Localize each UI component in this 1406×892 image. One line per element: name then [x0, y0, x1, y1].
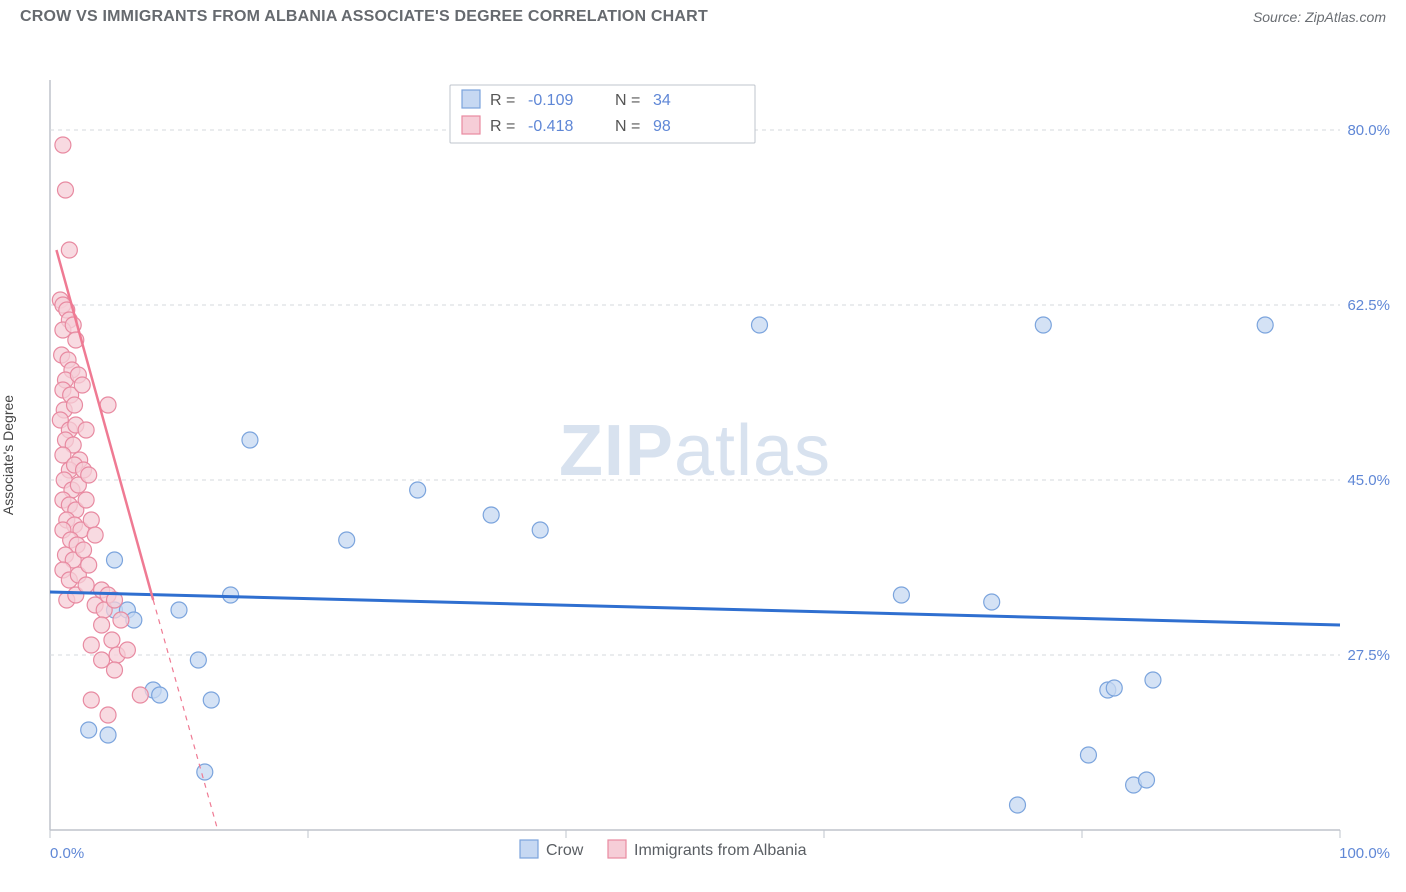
bottom-legend-swatch: [608, 840, 626, 858]
scatter-point-albania: [81, 557, 97, 573]
scatter-point-albania: [83, 692, 99, 708]
scatter-point-crow: [203, 692, 219, 708]
scatter-point-albania: [67, 397, 83, 413]
legend-swatch: [462, 116, 480, 134]
scatter-point-albania: [119, 642, 135, 658]
chart-title: CROW VS IMMIGRANTS FROM ALBANIA ASSOCIAT…: [20, 8, 708, 26]
legend-r-value: -0.418: [528, 118, 573, 135]
scatter-point-crow: [1257, 317, 1273, 333]
trend-line-crow: [50, 592, 1340, 625]
scatter-point-albania: [78, 422, 94, 438]
scatter-point-crow: [1139, 772, 1155, 788]
bottom-legend-label: Immigrants from Albania: [634, 842, 807, 859]
trend-line-albania-dashed: [153, 600, 218, 830]
legend-r-label: R =: [490, 92, 515, 109]
scatter-point-albania: [104, 632, 120, 648]
legend-n-label: N =: [615, 92, 640, 109]
watermark: ZIPatlas: [559, 411, 831, 491]
bottom-legend-label: Crow: [546, 842, 584, 859]
scatter-point-crow: [752, 317, 768, 333]
scatter-point-albania: [55, 137, 71, 153]
scatter-point-crow: [81, 722, 97, 738]
scatter-point-albania: [76, 542, 92, 558]
legend-n-value: 98: [653, 118, 671, 135]
y-axis-label: Associate's Degree: [0, 395, 16, 515]
scatter-point-crow: [339, 532, 355, 548]
scatter-point-albania: [87, 527, 103, 543]
scatter-point-crow: [107, 552, 123, 568]
y-tick-label: 27.5%: [1347, 647, 1390, 664]
scatter-point-albania: [61, 242, 77, 258]
scatter-point-crow: [410, 482, 426, 498]
scatter-point-albania: [78, 577, 94, 593]
scatter-point-crow: [171, 602, 187, 618]
scatter-point-crow: [190, 652, 206, 668]
legend-n-value: 34: [653, 92, 671, 109]
y-tick-label: 80.0%: [1347, 122, 1390, 139]
scatter-point-crow: [893, 587, 909, 603]
scatter-point-crow: [242, 432, 258, 448]
scatter-point-albania: [74, 377, 90, 393]
scatter-point-albania: [83, 512, 99, 528]
scatter-point-albania: [81, 467, 97, 483]
scatter-point-crow: [1080, 747, 1096, 763]
scatter-point-crow: [984, 594, 1000, 610]
scatter-point-albania: [132, 687, 148, 703]
x-tick-label-min: 0.0%: [50, 845, 84, 862]
legend-n-label: N =: [615, 118, 640, 135]
scatter-point-albania: [57, 182, 73, 198]
y-tick-label: 62.5%: [1347, 297, 1390, 314]
scatter-point-albania: [113, 612, 129, 628]
x-tick-label-max: 100.0%: [1339, 845, 1390, 862]
scatter-point-albania: [78, 492, 94, 508]
correlation-scatter-chart: 27.5% 45.0% 62.5% 80.0% 0.0% 100.0% ZIPatlas R …: [0, 30, 1406, 880]
legend-r-value: -0.109: [528, 92, 573, 109]
y-tick-label: 45.0%: [1347, 472, 1390, 489]
scatter-point-albania: [100, 397, 116, 413]
scatter-point-albania: [100, 707, 116, 723]
bottom-legend-swatch: [520, 840, 538, 858]
scatter-point-crow: [100, 727, 116, 743]
scatter-point-crow: [1145, 672, 1161, 688]
legend-swatch: [462, 90, 480, 108]
scatter-point-crow: [1106, 680, 1122, 696]
scatter-point-albania: [107, 662, 123, 678]
scatter-point-albania: [94, 617, 110, 633]
scatter-point-albania: [83, 637, 99, 653]
source-label: Source: ZipAtlas.com: [1253, 9, 1386, 25]
scatter-point-crow: [1010, 797, 1026, 813]
scatter-point-crow: [532, 522, 548, 538]
scatter-point-crow: [483, 507, 499, 523]
scatter-point-crow: [1035, 317, 1051, 333]
scatter-point-crow: [152, 687, 168, 703]
scatter-point-crow: [197, 764, 213, 780]
legend-r-label: R =: [490, 118, 515, 135]
